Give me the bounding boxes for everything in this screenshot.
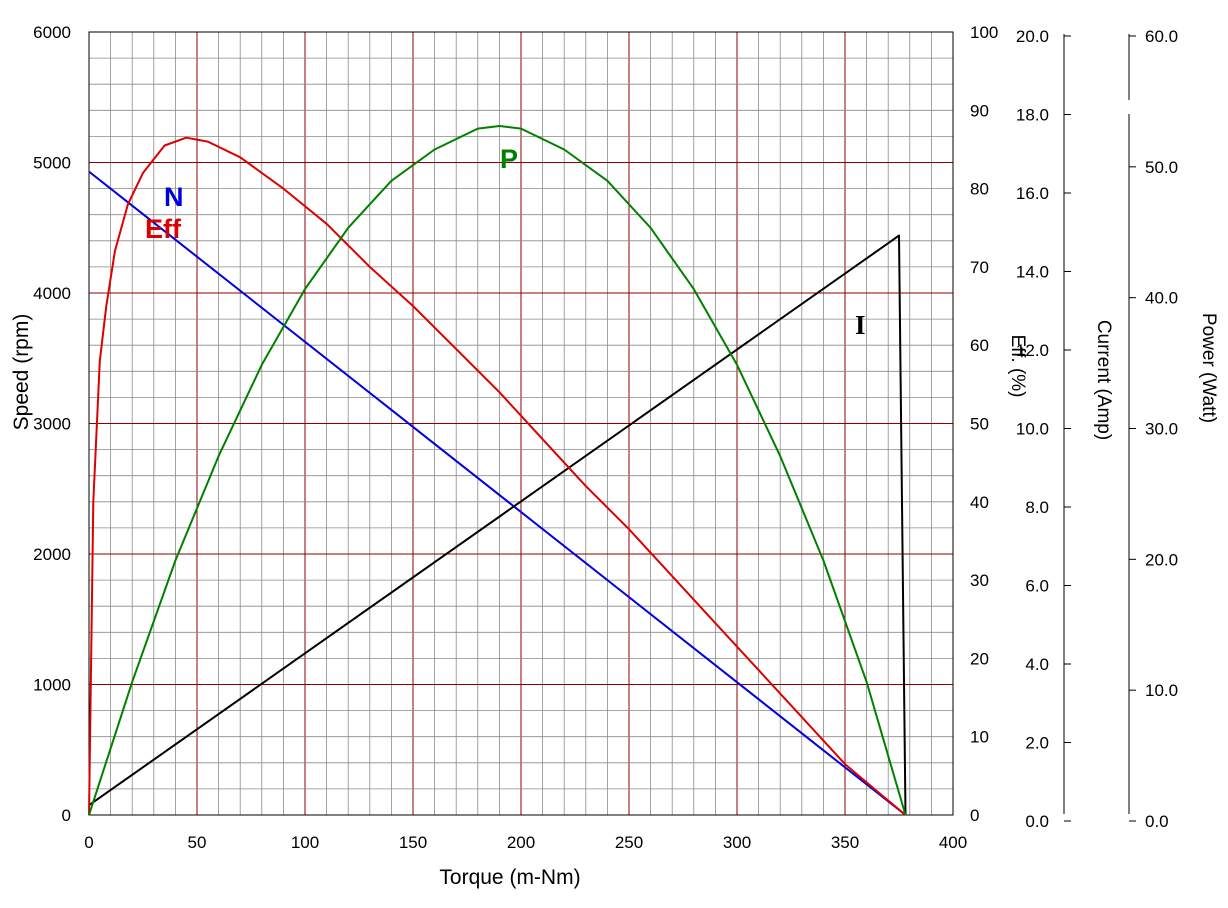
- current-tick-label: 0.0: [1025, 812, 1049, 831]
- curves: [88, 125, 907, 816]
- efficiency-axis-ticks: 0 10 20 30 40 50 60 70 80 90 100: [970, 23, 998, 825]
- x-axis-ticks: 0 50 100 150 200 250 300 350 400: [84, 833, 967, 852]
- speed-tick-label: 6000: [33, 23, 71, 42]
- power-tick-label: 0.0: [1145, 812, 1169, 831]
- current-tick-label: 12.0: [1016, 341, 1049, 360]
- current-axis-ticks: 0.0 2.0 4.0 6.0 8.0 10.0 12.0 14.0 16.0 18.0 20.0: [1016, 27, 1071, 831]
- x-axis-title: Torque (m-Nm): [439, 866, 580, 889]
- current-curve: [88, 234, 907, 816]
- plot-frame: [88, 31, 954, 816]
- efficiency-tick-label: 100: [970, 23, 998, 42]
- efficiency-curve: [88, 136, 907, 816]
- current-tick-label: 14.0: [1016, 263, 1049, 282]
- current-tick-label: 2.0: [1025, 734, 1049, 753]
- speed-tick-label: 2000: [33, 545, 71, 564]
- power-tick-label: 60.0: [1145, 27, 1178, 46]
- current-tick-label: 20.0: [1016, 27, 1049, 46]
- power-axis-title: Power (Watt): [1198, 313, 1219, 423]
- speed-tick-label: 1000: [33, 676, 71, 695]
- efficiency-tick-label: 70: [970, 258, 989, 277]
- efficiency-tick-label: 60: [970, 336, 989, 355]
- plot-grid: [88, 31, 954, 816]
- power-tick-label: 10.0: [1145, 681, 1178, 700]
- x-tick-label: 400: [939, 833, 967, 852]
- current-tick-label: 6.0: [1025, 577, 1049, 596]
- power-tick-label: 50.0: [1145, 158, 1178, 177]
- x-tick-label: 100: [291, 833, 319, 852]
- current-tick-label: 4.0: [1025, 655, 1049, 674]
- curve-label-efficiency: Eff: [145, 214, 182, 244]
- curve-label-power: P: [500, 144, 518, 174]
- speed-axis-ticks: 0 1000 2000 3000 4000 5000 6000: [33, 23, 71, 825]
- x-tick-label: 200: [507, 833, 535, 852]
- efficiency-tick-label: 90: [970, 101, 989, 120]
- power-axis-ticks: 0.0 10.0 20.0 30.0 40.0 50.0 60.0: [1129, 27, 1178, 831]
- current-tick-label: 16.0: [1016, 184, 1049, 203]
- curve-label-current: I: [855, 310, 866, 340]
- speed-tick-label: 3000: [33, 415, 71, 434]
- x-tick-label: 150: [399, 833, 427, 852]
- efficiency-tick-label: 0: [970, 806, 979, 825]
- speed-tick-label: 4000: [33, 284, 71, 303]
- x-tick-label: 300: [723, 833, 751, 852]
- speed-axis-title: Speed (rpm): [10, 314, 33, 431]
- current-axis-title: Current (Amp): [1093, 320, 1114, 440]
- current-tick-label: 10.0: [1016, 420, 1049, 439]
- speed-tick-label: 0: [62, 806, 71, 825]
- efficiency-axis-title: Eff. (%): [1007, 335, 1028, 398]
- power-curve: [88, 125, 907, 816]
- current-tick-label: 18.0: [1016, 106, 1049, 125]
- current-tick-label: 8.0: [1025, 498, 1049, 517]
- power-tick-label: 40.0: [1145, 289, 1178, 308]
- efficiency-tick-label: 10: [970, 728, 989, 747]
- x-tick-label: 50: [188, 833, 207, 852]
- x-tick-label: 250: [615, 833, 643, 852]
- curve-label-speed: N: [164, 182, 184, 212]
- speed-curve: [88, 170, 907, 816]
- efficiency-tick-label: 30: [970, 571, 989, 590]
- x-tick-label: 350: [831, 833, 859, 852]
- speed-tick-label: 5000: [33, 154, 71, 173]
- x-tick-label: 0: [84, 833, 93, 852]
- efficiency-tick-label: 80: [970, 180, 989, 199]
- efficiency-tick-label: 50: [970, 415, 989, 434]
- power-tick-label: 20.0: [1145, 550, 1178, 569]
- power-tick-label: 30.0: [1145, 420, 1178, 439]
- efficiency-tick-label: 40: [970, 493, 989, 512]
- efficiency-tick-label: 20: [970, 649, 989, 668]
